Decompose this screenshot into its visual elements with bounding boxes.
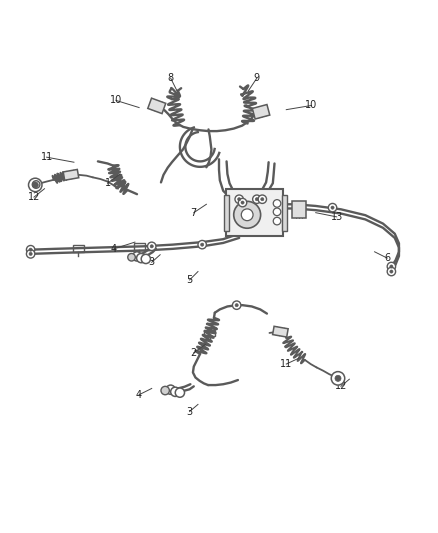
Circle shape: [235, 195, 244, 204]
Circle shape: [201, 243, 204, 246]
Circle shape: [241, 209, 253, 221]
Circle shape: [150, 245, 153, 248]
Bar: [292, 201, 306, 218]
Circle shape: [128, 254, 135, 261]
FancyBboxPatch shape: [226, 189, 283, 236]
Circle shape: [273, 217, 281, 225]
Circle shape: [328, 204, 337, 212]
Text: 3: 3: [187, 407, 193, 417]
Circle shape: [26, 249, 35, 258]
Circle shape: [166, 385, 175, 394]
Circle shape: [175, 388, 184, 397]
Circle shape: [258, 195, 266, 204]
Circle shape: [29, 252, 32, 255]
Text: 4: 4: [136, 390, 142, 400]
Circle shape: [387, 262, 396, 271]
Text: 9: 9: [254, 73, 260, 83]
Text: 12: 12: [335, 381, 347, 391]
Circle shape: [273, 200, 281, 207]
Circle shape: [255, 198, 258, 201]
Text: 7: 7: [191, 208, 197, 217]
Text: 2: 2: [191, 348, 197, 358]
Text: 10: 10: [110, 95, 122, 106]
Text: 12: 12: [28, 192, 40, 202]
Text: 8: 8: [168, 73, 174, 83]
Circle shape: [137, 254, 146, 263]
Bar: [134, 243, 145, 249]
Text: 3: 3: [148, 257, 155, 267]
Text: 10: 10: [305, 100, 318, 110]
Circle shape: [335, 375, 341, 382]
Text: 13: 13: [331, 212, 343, 222]
Circle shape: [390, 265, 393, 268]
Bar: [63, 169, 79, 180]
Circle shape: [171, 387, 180, 397]
Circle shape: [233, 301, 241, 309]
Circle shape: [387, 268, 396, 276]
Circle shape: [29, 248, 32, 251]
Circle shape: [148, 242, 156, 251]
Circle shape: [198, 240, 206, 249]
Circle shape: [235, 304, 238, 307]
Circle shape: [331, 206, 334, 209]
Text: 1: 1: [105, 178, 111, 188]
Bar: [252, 104, 270, 119]
Bar: [204, 329, 215, 336]
Text: 4: 4: [111, 244, 117, 254]
Circle shape: [26, 246, 35, 254]
Circle shape: [32, 181, 40, 188]
Circle shape: [241, 201, 244, 204]
Bar: [73, 245, 84, 252]
Circle shape: [32, 182, 38, 188]
Circle shape: [273, 208, 281, 216]
Bar: [272, 326, 288, 337]
Circle shape: [261, 198, 264, 201]
Text: 6: 6: [384, 253, 390, 263]
Bar: [282, 195, 287, 231]
Circle shape: [141, 254, 151, 263]
Circle shape: [237, 198, 241, 201]
Circle shape: [234, 201, 261, 228]
Text: 11: 11: [40, 152, 53, 162]
Circle shape: [161, 386, 170, 395]
Bar: [224, 195, 229, 231]
Circle shape: [132, 252, 141, 261]
Circle shape: [253, 195, 261, 204]
Text: 5: 5: [187, 275, 193, 285]
Circle shape: [331, 372, 345, 385]
Text: 11: 11: [280, 359, 293, 369]
Circle shape: [390, 270, 393, 273]
Bar: [148, 98, 166, 114]
Circle shape: [238, 198, 247, 207]
Circle shape: [28, 178, 42, 192]
